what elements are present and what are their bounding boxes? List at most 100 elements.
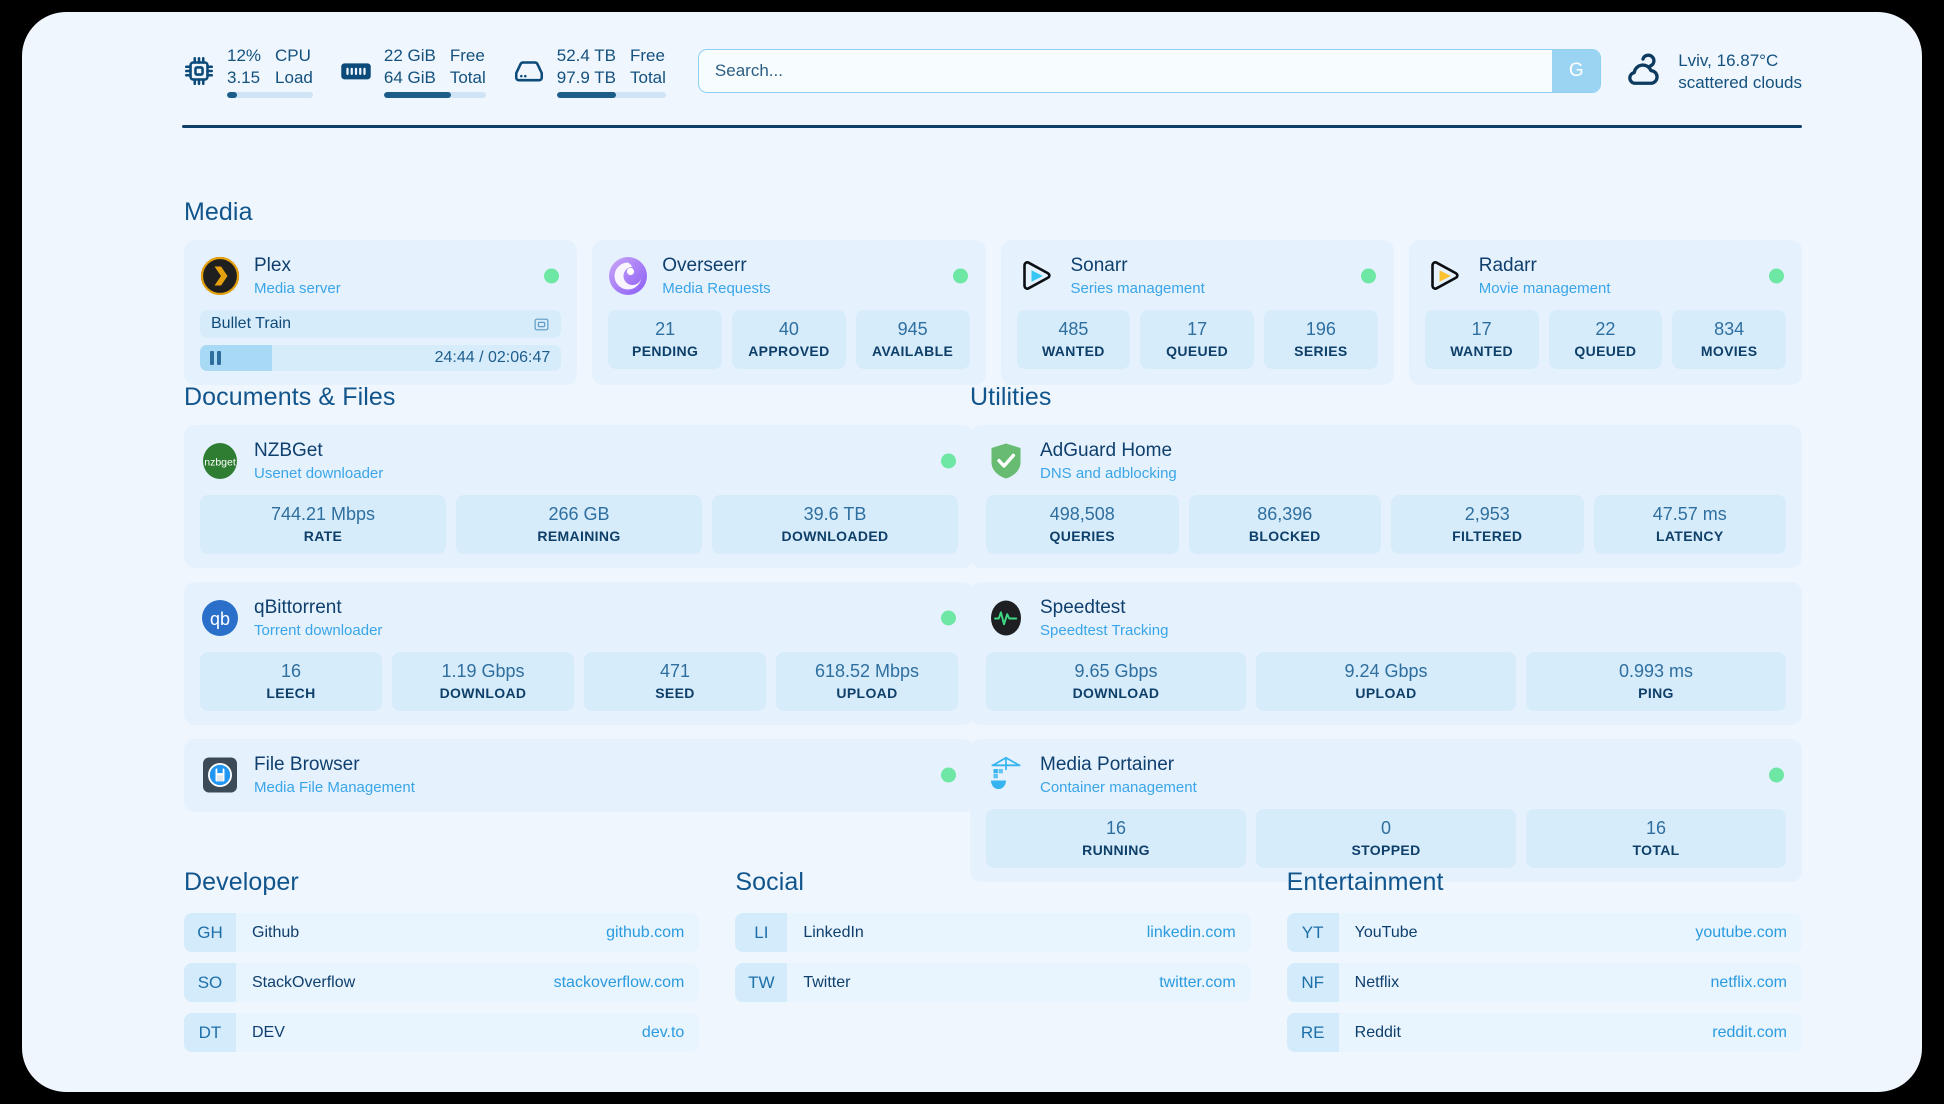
service-card-plex[interactable]: Plex Media server Bullet Train 24:44 / 0… (184, 240, 578, 385)
stat-tile[interactable]: 0 STOPPED (1256, 809, 1516, 868)
status-badge (941, 610, 956, 626)
card-header: Overseerr Media Requests (608, 253, 969, 299)
stat-tile-value: 485 (1058, 319, 1089, 339)
stat-tile-label: TOTAL (1632, 842, 1680, 858)
stat-tile[interactable]: 9.24 Gbps UPLOAD (1256, 652, 1516, 711)
stat-tile[interactable]: 17 QUEUED (1140, 310, 1254, 369)
stat-label-secondary: Total (630, 67, 666, 87)
bookmark-item[interactable]: DT DEV dev.to (184, 1013, 700, 1052)
playback-time: 24:44 / 02:06:47 (434, 349, 551, 366)
search-engine-button[interactable]: G (1552, 50, 1601, 92)
bookmark-item[interactable]: TW Twitter twitter.com (735, 963, 1251, 1002)
stat-tile-value: 21 (655, 319, 676, 339)
memory-icon (339, 54, 373, 88)
stat-tile[interactable]: 196 SERIES (1264, 310, 1378, 369)
service-name: Speedtest (1040, 597, 1126, 618)
bookmark-abbr: RE (1286, 1013, 1339, 1052)
bookmark-url: linkedin.com (1146, 923, 1236, 941)
stat-tile[interactable]: 744.21 Mbps RATE (200, 495, 446, 554)
service-stat-row: 16 RUNNING 0 STOPPED 16 TOTAL (986, 809, 1786, 868)
weather-widget: Lviv, 16.87°C scattered clouds (1623, 50, 1802, 93)
service-card-sonarr[interactable]: Sonarr Series management 485 WANTED 17 Q… (1000, 240, 1394, 385)
status-badge (1769, 268, 1784, 284)
stat-tile[interactable]: 945 AVAILABLE (855, 310, 970, 369)
bookmark-item[interactable]: RE Reddit reddit.com (1286, 1013, 1802, 1052)
stat-tile[interactable]: 16 RUNNING (986, 809, 1246, 868)
stat-tile[interactable]: 498,508 QUERIES (986, 495, 1179, 554)
stat-tile-label: STOPPED (1351, 842, 1421, 858)
sonarr-logo (1017, 256, 1057, 296)
stat-tile-label: FILTERED (1452, 528, 1523, 544)
stat-tile-value: 1.19 Gbps (441, 661, 525, 681)
service-card-adguard-home[interactable]: AdGuard Home DNS and adblocking 498,508 … (970, 425, 1802, 568)
bookmark-abbr: NF (1286, 963, 1339, 1002)
stat-tile-value: 17 (1187, 319, 1208, 339)
stat-tile[interactable]: 40 APPROVED (732, 310, 846, 369)
stat-tile-label: LATENCY (1655, 528, 1724, 544)
bookmark-url: stackoverflow.com (553, 973, 685, 991)
service-card-speedtest[interactable]: Speedtest Speedtest Tracking 9.65 Gbps D… (970, 582, 1802, 725)
bookmark-item[interactable]: SO StackOverflow stackoverflow.com (184, 963, 700, 1002)
top-bar: 12% 3.15 CPU Load 22 GiB 64 GiB Free Tot… (182, 32, 1802, 110)
service-card-radarr[interactable]: Radarr Movie management 17 WANTED 22 QUE… (1408, 240, 1802, 385)
bookmark-item[interactable]: NF Netflix netflix.com (1286, 963, 1802, 1002)
stat-tile-value: 834 (1714, 319, 1745, 339)
search-input[interactable] (698, 50, 1553, 92)
stat-label-secondary: Load (275, 67, 313, 87)
stat-tile[interactable]: 834 MOVIES (1672, 310, 1786, 369)
service-subtitle: Container management (1040, 779, 1197, 796)
stat-tile-value: 86,396 (1257, 504, 1313, 524)
stat-tile[interactable]: 16 TOTAL (1526, 809, 1786, 868)
stat-tile[interactable]: 618.52 Mbps UPLOAD (776, 652, 958, 711)
stat-tile[interactable]: 16 LEECH (200, 652, 382, 711)
bookmark-name: YouTube (1354, 923, 1418, 941)
stat-tile[interactable]: 2,953 FILTERED (1391, 495, 1584, 554)
bookmark-url: github.com (606, 923, 685, 941)
stat-tile-label: BLOCKED (1248, 528, 1321, 544)
stat-tile[interactable]: 17 WANTED (1424, 310, 1539, 369)
service-subtitle: Speedtest Tracking (1040, 622, 1169, 639)
stat-tile[interactable]: 39.6 TB DOWNLOADED (712, 495, 958, 554)
stat-tile[interactable]: 485 WANTED (1016, 310, 1131, 369)
bookmark-item[interactable]: YT YouTube youtube.com (1286, 913, 1802, 952)
bookmark-item[interactable]: GH Github github.com (184, 913, 700, 952)
stat-tile-label: MOVIES (1700, 343, 1758, 359)
stat-tile[interactable]: 22 QUEUED (1548, 310, 1663, 369)
stat-tile[interactable]: 9.65 Gbps DOWNLOAD (986, 652, 1246, 711)
section-title-documents: Documents & Files (184, 383, 396, 411)
stat-tile-value: 0 (1380, 818, 1391, 838)
stat-tile[interactable]: 86,396 BLOCKED (1188, 495, 1381, 554)
stat-tile[interactable]: 471 SEED (584, 652, 766, 711)
stat-tile-value: 40 (778, 319, 799, 339)
pause-icon[interactable] (210, 351, 221, 365)
stat-tile[interactable]: 266 GB REMAINING (456, 495, 702, 554)
search-bar[interactable]: G (697, 49, 1602, 93)
bookmark-name: Github (252, 923, 300, 941)
service-subtitle: Media server (254, 280, 341, 297)
bookmark-abbr: TW (735, 963, 788, 1002)
stat-tile[interactable]: 21 PENDING (608, 310, 722, 369)
service-stat-row: 485 WANTED 17 QUEUED 196 SERIES (1016, 310, 1378, 369)
service-card-nzbget[interactable]: nzbget NZBGet Usenet downloader 744.21 M… (184, 425, 974, 568)
service-stat-row: 744.21 Mbps RATE 266 GB REMAINING 39.6 T… (200, 495, 958, 554)
cast-icon (533, 316, 550, 333)
service-card-file-browser[interactable]: File Browser Media File Management (184, 739, 974, 812)
filebrowser-logo (200, 755, 240, 795)
bookmark-item[interactable]: LI LinkedIn linkedin.com (735, 913, 1251, 952)
stat-tile-value: 2,953 (1464, 504, 1510, 524)
section-title-utilities: Utilities (970, 383, 1052, 411)
stat-tile[interactable]: 0.993 ms PING (1526, 652, 1786, 711)
service-stat-row: 498,508 QUERIES 86,396 BLOCKED 2,953 FIL… (986, 495, 1786, 554)
stat-tile[interactable]: 47.57 ms LATENCY (1593, 495, 1786, 554)
stat-tile-value: 17 (1471, 319, 1492, 339)
service-card-overseerr[interactable]: Overseerr Media Requests 21 PENDING 40 A… (592, 240, 986, 385)
stat-tile-label: QUEUED (1574, 343, 1637, 359)
service-card-qbittorrent[interactable]: qb qBittorrent Torrent downloader 16 LEE… (184, 582, 974, 725)
service-card-media-portainer[interactable]: Media Portainer Container management 16 … (970, 739, 1802, 882)
stat-tile-label: QUEUED (1166, 343, 1229, 359)
now-playing-row[interactable]: Bullet Train (200, 310, 562, 338)
playback-progress-bar[interactable]: 24:44 / 02:06:47 (200, 345, 562, 371)
nzbget-logo: nzbget (200, 441, 240, 481)
bookmark-group-title: Developer (184, 868, 299, 896)
stat-tile[interactable]: 1.19 Gbps DOWNLOAD (392, 652, 574, 711)
